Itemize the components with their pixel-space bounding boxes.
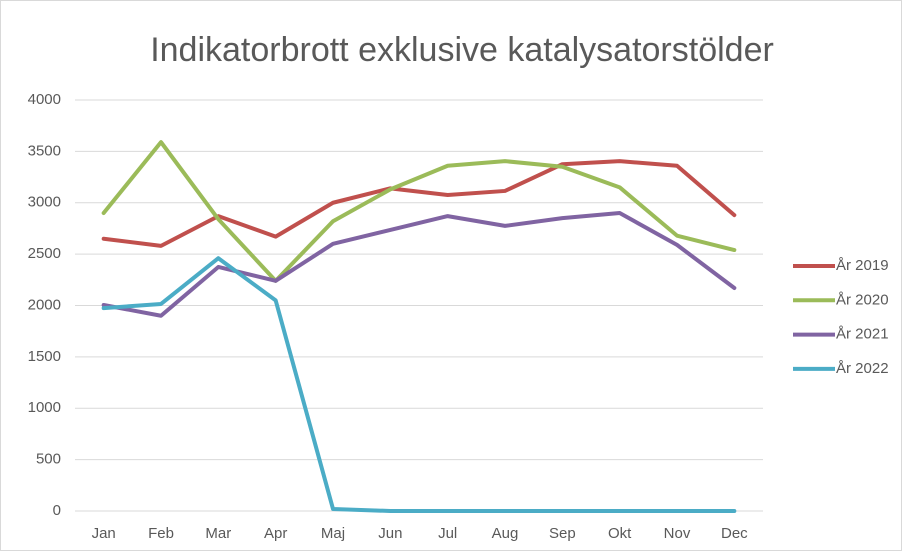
y-tick-label: 4000 bbox=[28, 91, 61, 108]
legend-label: År 2019 bbox=[836, 257, 889, 274]
x-tick-label: Feb bbox=[148, 525, 174, 542]
series-line bbox=[101, 256, 737, 513]
legend-label: År 2022 bbox=[836, 360, 889, 377]
y-tick-label: 2000 bbox=[28, 296, 61, 313]
legend-label: År 2021 bbox=[836, 326, 889, 343]
x-tick-label: Maj bbox=[321, 525, 345, 542]
series-line bbox=[101, 211, 737, 318]
x-tick-label: Jun bbox=[378, 525, 402, 542]
x-tick-label: Nov bbox=[664, 525, 691, 542]
y-tick-label: 1000 bbox=[28, 399, 61, 416]
x-tick-label: Okt bbox=[608, 525, 632, 542]
series-line bbox=[101, 159, 737, 248]
x-tick-label: Aug bbox=[492, 525, 519, 542]
legend-label: År 2020 bbox=[836, 291, 889, 308]
y-tick-label: 3500 bbox=[28, 142, 61, 159]
x-tick-label: Apr bbox=[264, 525, 287, 542]
y-tick-label: 3000 bbox=[28, 194, 61, 211]
x-tick-label: Jul bbox=[438, 525, 457, 542]
x-tick-label: Mar bbox=[205, 525, 231, 542]
y-tick-label: 2500 bbox=[28, 245, 61, 262]
x-tick-label: Dec bbox=[721, 525, 748, 542]
y-tick-label: 500 bbox=[36, 451, 61, 468]
chart-title: Indikatorbrott exklusive katalysatorstöl… bbox=[150, 31, 774, 69]
x-tick-label: Jan bbox=[92, 525, 116, 542]
y-tick-label: 0 bbox=[53, 502, 61, 519]
series-line bbox=[101, 140, 737, 283]
x-tick-label: Sep bbox=[549, 525, 576, 542]
y-tick-label: 1500 bbox=[28, 348, 61, 365]
